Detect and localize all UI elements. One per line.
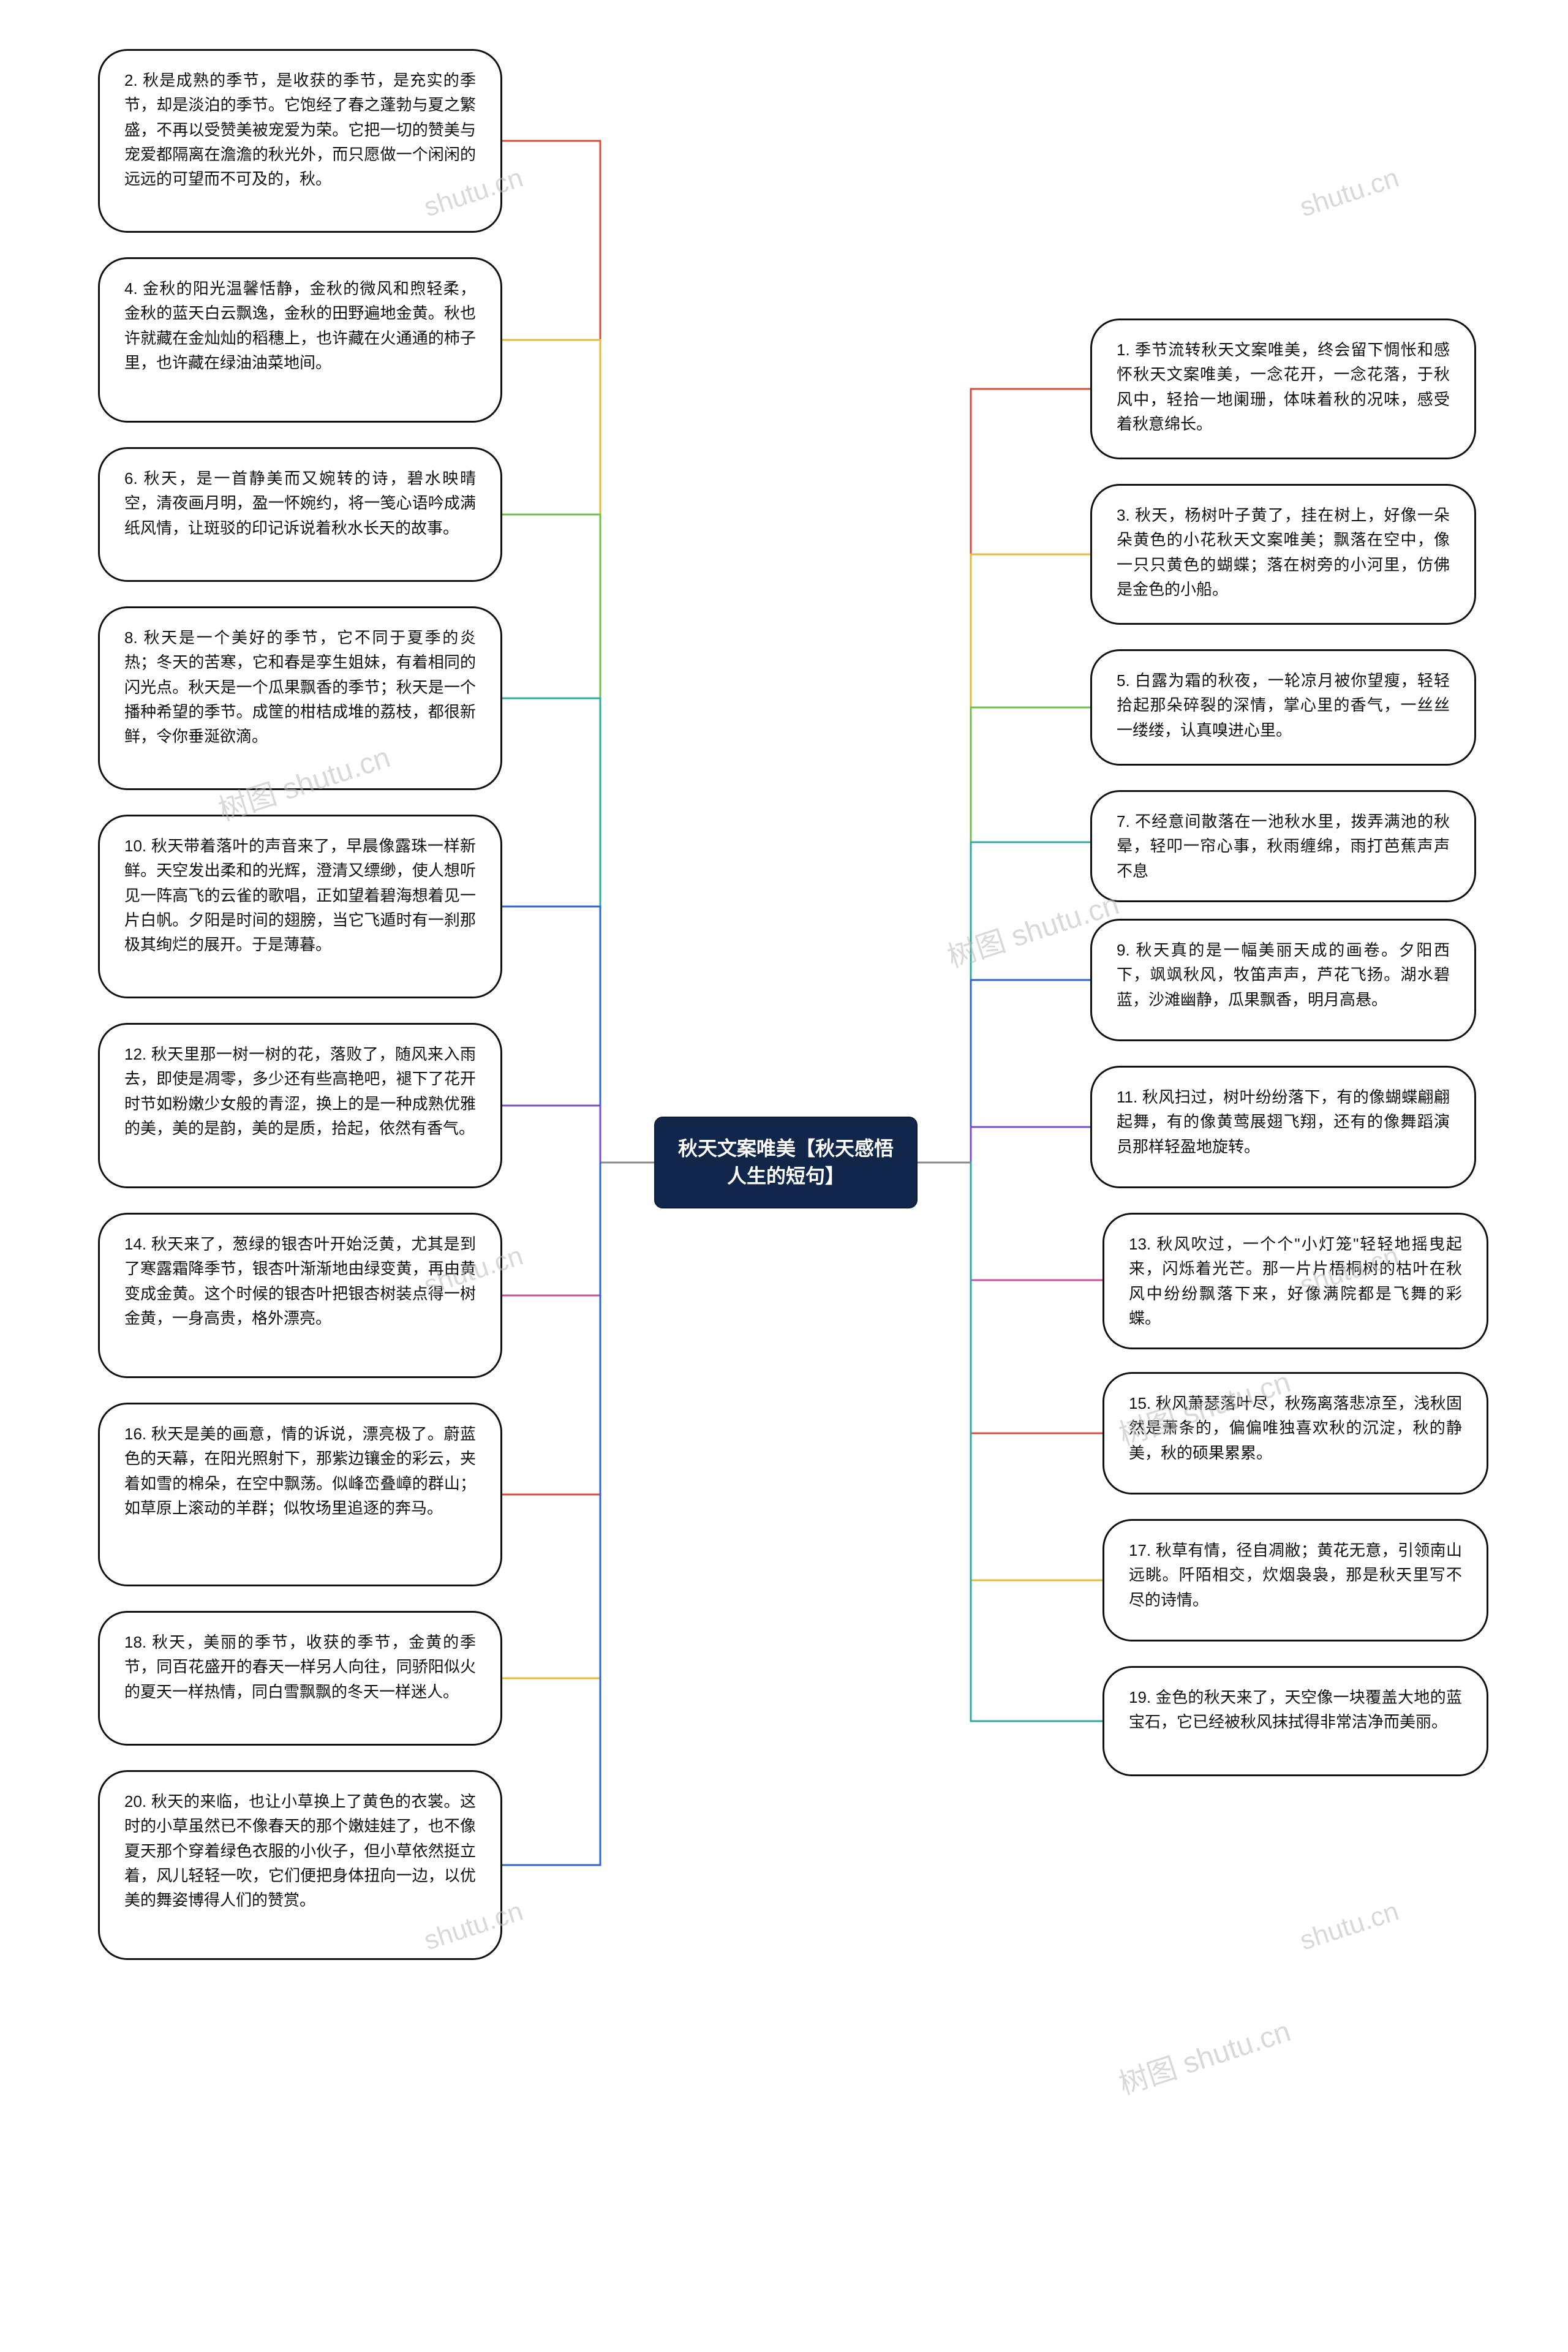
branch-node[interactable]: 8. 秋天是一个美好的季节，它不同于夏季的炎热；冬天的苦寒，它和春是孪生姐妹，有… <box>98 606 502 790</box>
watermark: 树图 shutu.cn <box>1112 2007 1295 2103</box>
branch-node[interactable]: 6. 秋天，是一首静美而又婉转的诗，碧水映晴空，清夜画月明，盈一怀婉约，将一笺心… <box>98 447 502 582</box>
watermark: shutu.cn <box>1296 163 1403 224</box>
branch-node[interactable]: 5. 白露为霜的秋夜，一轮凉月被你望瘦，轻轻拾起那朵碎裂的深情，掌心里的香气，一… <box>1090 649 1476 766</box>
mindmap-canvas: 秋天文案唯美【秋天感悟人生的短句】 2. 秋是成熟的季节，是收获的季节，是充实的季… <box>0 0 1568 2352</box>
branch-node[interactable]: 7. 不经意间散落在一池秋水里，拨弄满池的秋晕，轻叩一帘心事，秋雨缠绵，雨打芭蕉… <box>1090 790 1476 902</box>
branch-node[interactable]: 15. 秋风萧瑟落叶尽，秋殇离落悲凉至，浅秋固然是萧条的，偏偏唯独喜欢秋的沉淀，… <box>1102 1372 1488 1494</box>
watermark: shutu.cn <box>1296 1896 1403 1957</box>
branch-node[interactable]: 10. 秋天带着落叶的声音来了，早晨像露珠一样新鲜。天空发出柔和的光辉，澄清又缥… <box>98 815 502 998</box>
branch-node[interactable]: 12. 秋天里那一树一树的花，落败了，随风来入雨去，即使是凋零，多少还有些高艳吧… <box>98 1023 502 1188</box>
branch-node[interactable]: 4. 金秋的阳光温馨恬静，金秋的微风和煦轻柔，金秋的蓝天白云飘逸，金秋的田野遍地… <box>98 257 502 423</box>
branch-node[interactable]: 18. 秋天，美丽的季节，收获的季节，金黄的季节，同百花盛开的春天一样另人向往，… <box>98 1611 502 1746</box>
branch-node[interactable]: 2. 秋是成熟的季节，是收获的季节，是充实的季节，却是淡泊的季节。它饱经了春之蓬… <box>98 49 502 233</box>
branch-node[interactable]: 16. 秋天是美的画意，情的诉说，漂亮极了。蔚蓝色的天幕，在阳光照射下，那紫边镶… <box>98 1403 502 1586</box>
branch-node[interactable]: 17. 秋草有情，径自凋敝；黄花无意，引领南山远眺。阡陌相交，炊烟袅袅，那是秋天… <box>1102 1519 1488 1642</box>
branch-node[interactable]: 3. 秋天，杨树叶子黄了，挂在树上，好像一朵朵黄色的小花秋天文案唯美；飘落在空中… <box>1090 484 1476 625</box>
branch-node[interactable]: 1. 季节流转秋天文案唯美，终会留下惆怅和感怀秋天文案唯美，一念花开，一念花落，… <box>1090 318 1476 459</box>
center-topic[interactable]: 秋天文案唯美【秋天感悟人生的短句】 <box>654 1117 918 1208</box>
branch-node[interactable]: 11. 秋风扫过，树叶纷纷落下，有的像蝴蝶翩翩起舞，有的像黄莺展翅飞翔，还有的像… <box>1090 1066 1476 1188</box>
branch-node[interactable]: 20. 秋天的来临，也让小草换上了黄色的衣裳。这时的小草虽然已不像春天的那个嫩娃… <box>98 1770 502 1960</box>
branch-node[interactable]: 14. 秋天来了，葱绿的银杏叶开始泛黄，尤其是到了寒露霜降季节，银杏叶渐渐地由绿… <box>98 1213 502 1378</box>
branch-node[interactable]: 19. 金色的秋天来了，天空像一块覆盖大地的蓝宝石，它已经被秋风抹拭得非常洁净而… <box>1102 1666 1488 1776</box>
branch-node[interactable]: 13. 秋风吹过，一个个"小灯笼"轻轻地摇曳起来，闪烁着光芒。那一片片梧桐树的枯… <box>1102 1213 1488 1349</box>
branch-node[interactable]: 9. 秋天真的是一幅美丽天成的画卷。夕阳西下，飒飒秋风，牧笛声声，芦花飞扬。湖水… <box>1090 919 1476 1041</box>
